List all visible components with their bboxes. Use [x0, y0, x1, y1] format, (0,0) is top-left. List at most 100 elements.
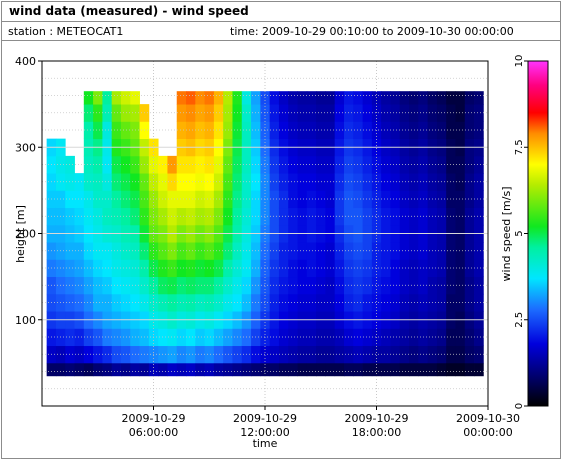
heatmap-cell — [306, 345, 317, 364]
heatmap-cell — [306, 91, 317, 105]
colorbar-tick-label: 7.5 — [514, 139, 525, 155]
heatmap-cell — [446, 91, 456, 105]
heatmap-cell — [269, 207, 280, 226]
heatmap-cell — [83, 276, 94, 295]
heatmap-cell — [464, 207, 475, 226]
heatmap-cell — [353, 276, 363, 295]
heatmap-cell — [213, 91, 224, 105]
heatmap-cell — [46, 362, 57, 377]
heatmap-cell — [390, 207, 401, 226]
heatmap-cell — [399, 173, 410, 191]
heatmap-cell — [93, 207, 103, 226]
heatmap-cell — [474, 190, 484, 209]
heatmap-cell — [186, 121, 196, 140]
heatmap-cell — [278, 242, 289, 260]
heatmap-cell — [362, 362, 373, 377]
heatmap-cell — [213, 293, 224, 312]
heatmap-cell — [399, 190, 410, 209]
x-tick-label-date: 2009-10-29 — [345, 412, 409, 425]
heatmap-cell — [353, 121, 363, 140]
heatmap-cell — [176, 362, 187, 377]
heatmap-cell — [381, 155, 391, 174]
heatmap-cell — [83, 173, 94, 191]
heatmap-cell — [288, 328, 298, 347]
heatmap-cell — [353, 155, 363, 174]
heatmap-cell — [390, 328, 401, 347]
heatmap-cell — [223, 362, 233, 377]
heatmap-cell — [288, 190, 298, 209]
heatmap-cell — [362, 328, 373, 347]
colorbar-tick-label: 0 — [514, 403, 525, 409]
heatmap-cell — [176, 155, 187, 174]
x-tick-label-time: 06:00:00 — [129, 426, 178, 439]
heatmap-cell — [353, 173, 363, 191]
time-range-label: time: 2009-10-29 00:10:00 to 2009-10-30 … — [230, 25, 514, 38]
heatmap-cell — [111, 276, 122, 295]
heatmap-cell — [102, 276, 113, 295]
heatmap-cell — [464, 91, 475, 105]
heatmap-cell — [65, 362, 75, 377]
heatmap-cell — [186, 293, 196, 312]
heatmap-cell — [464, 276, 475, 295]
heatmap-cell — [390, 242, 401, 260]
heatmap-cell — [195, 104, 205, 122]
heatmap-cell — [213, 173, 224, 191]
heatmap-cell — [176, 293, 187, 312]
heatmap-cell — [353, 104, 363, 122]
heatmap-cell — [269, 173, 280, 191]
heatmap-cell — [120, 293, 131, 312]
heatmap-cell — [195, 173, 205, 191]
heatmap-cell — [474, 104, 484, 122]
heatmap-cell — [297, 362, 308, 377]
heatmap-cell — [111, 345, 122, 364]
heatmap-cell — [325, 362, 336, 377]
heatmap-cell — [316, 345, 326, 364]
heatmap-cell — [139, 362, 150, 377]
heatmap-cell — [167, 293, 178, 312]
heatmap-cell — [381, 173, 391, 191]
heatmap-cell — [455, 362, 466, 377]
heatmap-cell — [316, 259, 326, 278]
heatmap-cell — [269, 91, 280, 105]
heatmap-cell — [455, 242, 466, 260]
heatmap-cell — [316, 121, 326, 140]
heatmap-cell — [241, 362, 252, 377]
heatmap-cell — [186, 190, 196, 209]
heatmap-cell — [241, 91, 252, 105]
heatmap-cell — [297, 155, 308, 174]
heatmap-cell — [213, 190, 224, 209]
heatmap-cell — [167, 242, 178, 260]
heatmap-cell — [474, 276, 484, 295]
heatmap-cell — [399, 242, 410, 260]
grid-lines — [42, 60, 488, 406]
heatmap-cell — [418, 362, 428, 377]
heatmap-cell — [409, 155, 419, 174]
heatmap-cell — [390, 155, 401, 174]
colorbar: 0 2.5 5 7.5 10 wind speed [m/s] — [500, 55, 549, 409]
heatmap-cell — [371, 276, 382, 295]
heatmap-cell — [195, 259, 205, 278]
heatmap-cell — [399, 345, 410, 364]
heatmap-cell — [474, 328, 484, 347]
heatmap-cell — [186, 259, 196, 278]
heatmap-cell — [390, 362, 401, 377]
heatmap-cell — [446, 242, 456, 260]
heatmap-cell — [65, 155, 75, 174]
heatmap-cell — [474, 173, 484, 191]
heatmap-cell — [409, 190, 419, 209]
heatmap-cell — [204, 259, 215, 278]
heatmap-cell — [381, 242, 391, 260]
heatmap-cell — [204, 173, 215, 191]
heatmap-cell — [195, 293, 205, 312]
heatmap-cell — [102, 293, 113, 312]
heatmap-cell — [102, 259, 113, 278]
heatmap-cell — [390, 91, 401, 105]
heatmap-cell — [381, 362, 391, 377]
heatmap-cell — [371, 362, 382, 377]
heatmap-cell — [381, 190, 391, 209]
heatmap-cell — [455, 328, 466, 347]
heatmap-cell — [167, 155, 178, 174]
heatmap-cell — [316, 91, 326, 105]
heatmap-cell — [288, 121, 298, 140]
heatmap-cell — [120, 328, 131, 347]
